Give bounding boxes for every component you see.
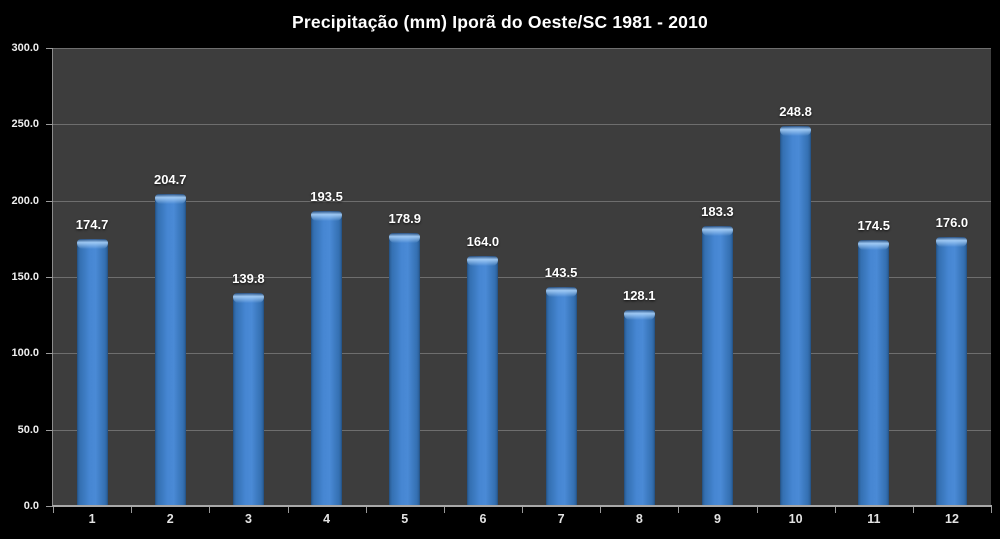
y-axis-labels: 0.0 50.0 100.0 150.0 200.0 250.0 300.0 [0,42,46,512]
bar-value-label: 204.7 [153,171,187,187]
y-axis-tick [46,429,53,431]
x-axis-tick [53,507,54,513]
bar [467,255,499,506]
gridline [53,200,991,202]
x-axis-labels: 1 2 3 4 5 6 7 8 9 10 11 12 [53,511,991,527]
bar-value-label: 164.0 [466,233,500,249]
x-axis-tick [912,507,914,513]
x-category-label: 2 [166,512,174,526]
bar [858,239,890,506]
bar-value-label: 178.9 [388,210,422,226]
x-category-label: 5 [401,512,409,526]
y-axis-tick [46,506,53,507]
bar [545,286,577,506]
x-axis-tick [600,507,602,513]
bar-value-label: 174.5 [857,217,891,233]
x-axis-tick [678,507,680,513]
x-category-label: 7 [557,512,565,526]
bar-value-label: 248.8 [779,104,812,120]
bar-value-label: 193.5 [310,188,343,204]
y-axis-tick-label: 0.0 [23,500,39,512]
x-category-label: 11 [867,512,881,526]
x-category-label: 12 [945,512,959,526]
gridline [53,353,991,355]
y-axis-tick-label: 100.0 [11,347,39,360]
x-category-label: 3 [244,512,252,526]
x-category-label: 8 [635,512,643,526]
bar [232,292,264,506]
x-axis-tick [365,507,367,513]
x-axis-tick [834,507,836,513]
x-category-label: 9 [713,512,721,526]
x-axis-tick [209,507,211,513]
y-axis-tick-label: 300.0 [11,42,39,54]
chart-title: Precipitação (mm) Iporã do Oeste/SC 1981… [292,12,708,32]
x-axis-tick [131,507,133,513]
x-axis-tick [756,507,758,513]
bar [311,210,343,506]
x-axis-tick [287,507,289,513]
gridline [53,124,991,126]
bar [389,232,421,506]
y-axis-tick [46,200,53,202]
y-axis-tick-label: 50.0 [17,423,39,436]
plot-area: 174.7 204.7 139.8 193.5 178.9 164.0 143.5 128.1… [53,48,991,506]
bar [154,193,186,506]
bar [623,310,655,506]
bar-value-label: 143.5 [544,264,578,280]
gridline [53,429,991,431]
y-axis-tick [46,353,53,355]
x-category-label: 6 [479,512,487,526]
x-category-label: 10 [788,512,803,526]
bar [936,237,968,506]
x-axis-tick [443,507,445,513]
bar-value-label: 174.7 [75,217,109,233]
x-category-label: 4 [323,512,331,526]
bar-value-label: 183.3 [701,204,734,220]
y-axis-tick [46,48,53,49]
bar [780,126,812,506]
x-axis-tick [991,507,992,513]
y-axis-tick [46,277,53,278]
y-axis-tick-label: 150.0 [11,271,39,283]
gridline [53,277,991,278]
bar-value-label: 176.0 [935,215,969,231]
y-axis-tick-label: 200.0 [11,194,39,207]
x-axis-tick [522,507,523,513]
y-axis-tick-label: 250.0 [11,118,39,131]
y-axis-tick [46,124,53,126]
x-axis-line [52,505,992,507]
bar [76,239,108,506]
bar [701,226,733,506]
gridline [53,48,991,49]
bar-value-label: 139.8 [232,270,265,286]
x-category-label: 1 [88,512,96,526]
bar-value-label: 128.1 [622,288,656,304]
